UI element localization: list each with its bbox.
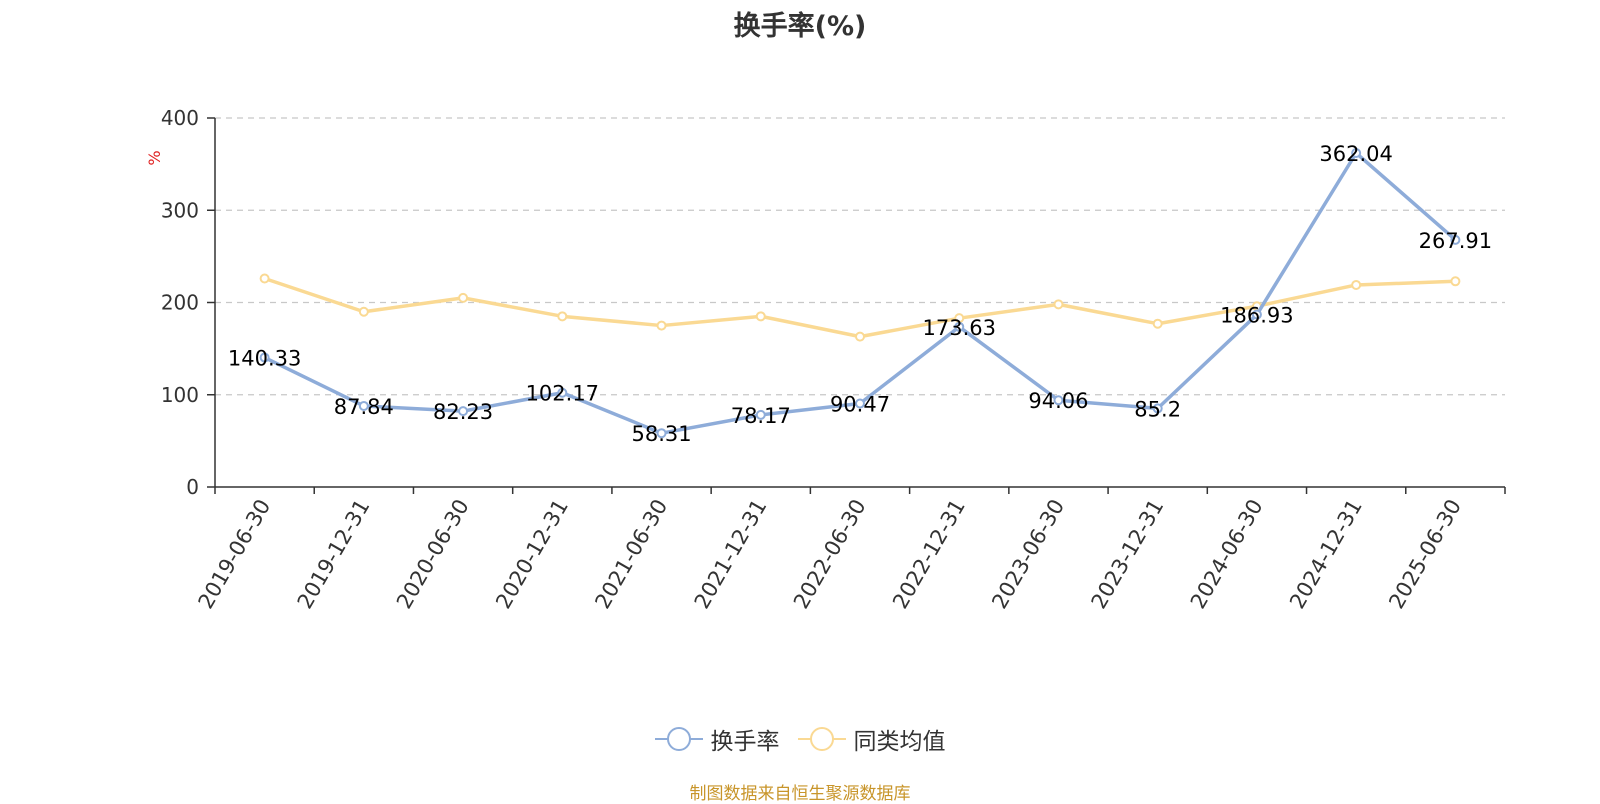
x-tick-label: 2024-06-30 [1186,495,1268,613]
legend-item-peer-average[interactable]: 同类均值 [797,722,946,756]
data-point [1152,318,1163,329]
data-point [1351,148,1362,159]
data-label: 82.23 [433,400,493,424]
x-tick-label: 2019-06-30 [194,495,276,613]
x-tick-label: 2025-06-30 [1384,495,1466,613]
data-point [358,400,369,411]
x-tick-label: 2022-06-30 [789,495,871,613]
data-label: 94.06 [1028,389,1088,413]
data-point [1152,403,1163,414]
data-label: 173.63 [922,316,995,340]
data-label: 58.31 [631,422,691,446]
grid-lines [215,117,1505,396]
legend-label-peer-average: 同类均值 [853,729,946,755]
data-label: 85.2 [1134,397,1181,421]
series-lines [259,148,1461,439]
data-point [1251,309,1262,320]
x-tick-label: 2022-12-31 [888,495,970,613]
axes: 0 100 200 300 400 2019-06-30 2019-12-31 2020-06… [161,106,1506,613]
data-point [1450,234,1461,245]
source-note: 制图数据来自恒生聚源数据库 [689,784,911,804]
data-point [755,311,766,322]
y-tick-label: 400 [161,106,199,130]
data-point [755,409,766,420]
x-tick-label: 2023-12-31 [1087,495,1169,613]
series-line-0 [263,151,1457,435]
data-point [458,406,469,417]
legend-swatch-turnover [654,727,703,751]
data-point [358,306,369,317]
data-point [557,311,568,322]
data-point [557,387,568,398]
data-point [259,352,270,363]
x-tick-label: 2021-12-31 [690,495,772,613]
data-point [1450,276,1461,287]
legend: 换手率 同类均值 [0,722,1600,756]
data-point [656,428,667,439]
data-label: 102.17 [526,382,599,406]
y-tick-label: 200 [161,291,199,315]
x-tick-label: 2020-06-30 [392,495,474,613]
data-point [656,320,667,331]
legend-item-turnover[interactable]: 换手率 [654,722,780,756]
data-point [954,321,965,332]
x-tick-label: 2020-12-31 [491,495,573,613]
y-tick-label: 300 [161,198,199,222]
chart-title: 换手率(%) [733,11,867,42]
data-point [259,273,270,284]
legend-label-turnover: 换手率 [710,729,780,755]
data-point [855,331,865,342]
legend-swatch-peer-average [797,727,846,751]
data-point [1053,395,1064,406]
y-tick-label: 100 [161,383,199,407]
data-labels: 140.33 87.84 82.23 102.17 58.31 78.17 90.47 173… [228,142,1492,446]
y-axis-unit-label: % [145,150,164,165]
x-tick-label: 2021-06-30 [590,495,672,613]
data-label: 362.04 [1319,142,1392,166]
data-label: 87.84 [334,395,394,419]
x-tick-label: 2023-06-30 [987,495,1069,613]
data-label: 186.93 [1220,304,1293,328]
x-tick-label: 2019-12-31 [293,495,375,613]
y-tick-label: 0 [186,475,199,499]
data-label: 78.17 [731,404,791,428]
data-label: 267.91 [1419,229,1492,253]
data-point [1053,299,1064,310]
data-point [855,398,865,409]
data-point [458,292,469,303]
data-label: 140.33 [228,347,301,371]
x-tick-label: 2024-12-31 [1285,495,1367,613]
data-point [1351,279,1362,290]
data-label: 90.47 [830,393,890,417]
